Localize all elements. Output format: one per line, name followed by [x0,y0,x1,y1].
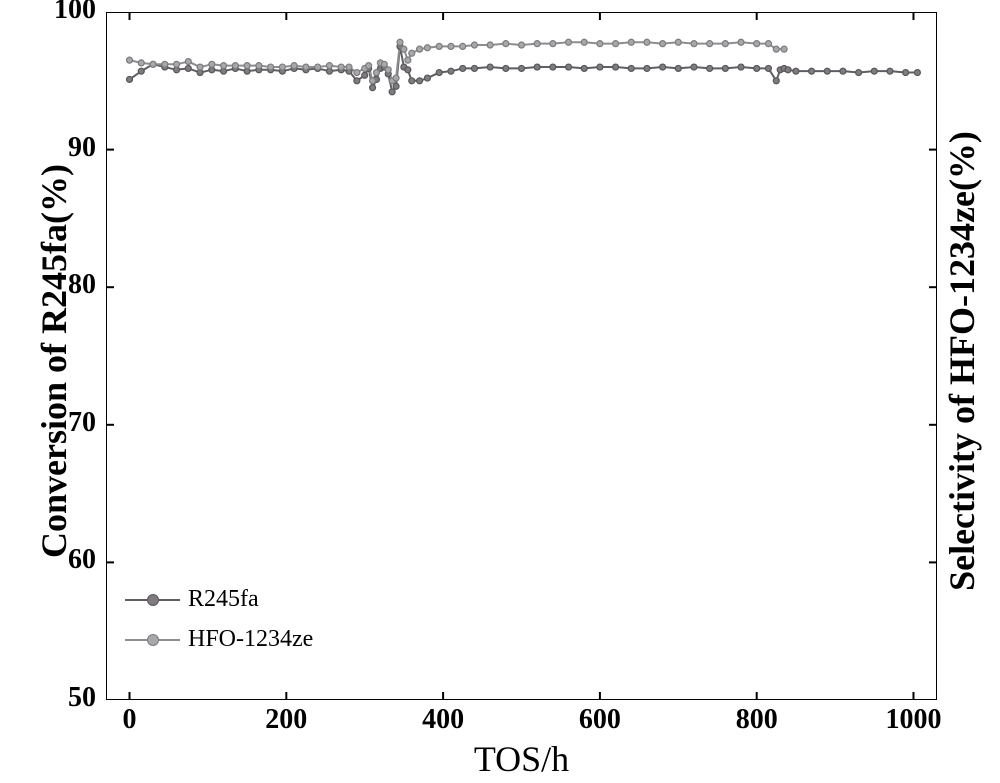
legend-marker [147,594,159,606]
x-tick-label: 200 [246,704,326,736]
y-tick-label-left: 100 [36,0,96,26]
x-axis-label: TOS/h [106,738,937,780]
x-tick-label: 0 [90,704,170,736]
legend-marker [147,634,159,646]
x-tick-label: 400 [403,704,483,736]
legend-label: R245fa [188,586,259,613]
y-tick-label-left: 50 [36,682,96,714]
y-tick-label-left: 60 [36,544,96,576]
legend-line [125,599,180,601]
figure: Conversion of R245fa(%) Selectivity of H… [0,0,1000,783]
y-axis-right-label: Selectivity of HFO-1234ze(%) [941,17,983,705]
legend-item: R245fa [125,586,259,613]
y-tick-label-left: 90 [36,132,96,164]
x-tick-label: 800 [717,704,797,736]
legend-label: HFO-1234ze [188,626,313,653]
y-tick-label-left: 70 [36,407,96,439]
x-tick-label: 600 [560,704,640,736]
legend-line [125,639,180,641]
legend-item: HFO-1234ze [125,626,313,653]
y-axis-left-label: Conversion of R245fa(%) [33,17,75,705]
x-tick-label: 1000 [873,704,953,736]
y-tick-label-left: 80 [36,269,96,301]
